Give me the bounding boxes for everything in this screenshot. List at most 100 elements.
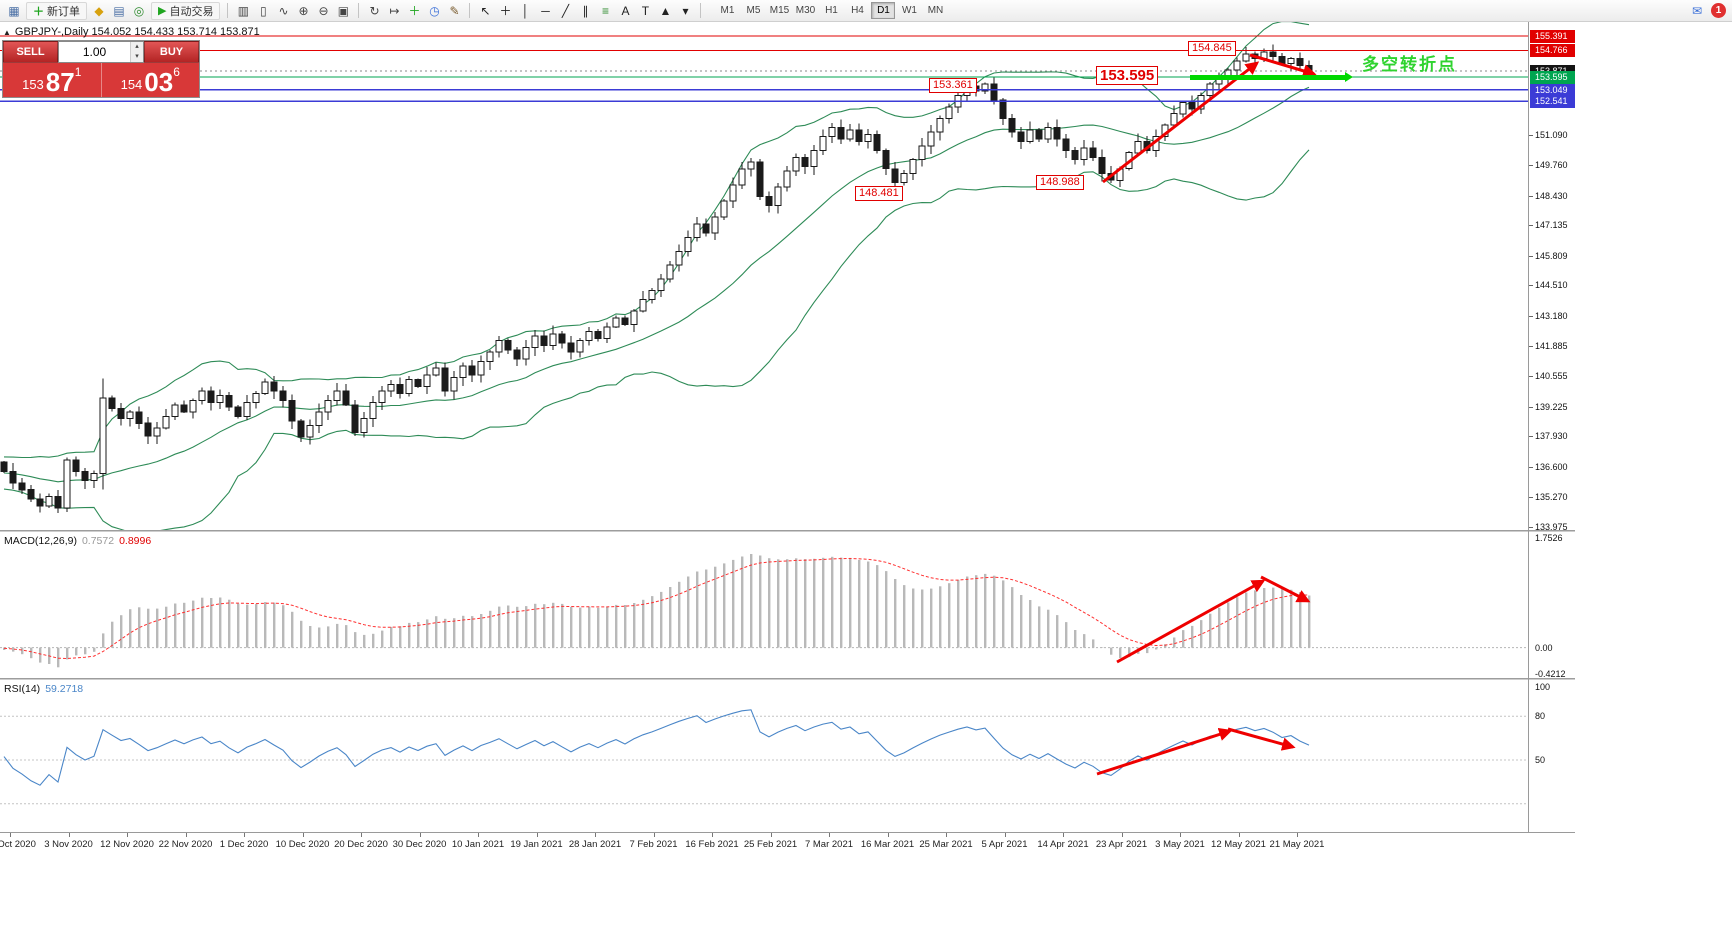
chart-window[interactable]: 151.090 149.760 148.430 147.135 145.809 144.5… — [0, 22, 1575, 858]
price-tick-label: 141.885 — [1535, 340, 1568, 351]
price-annotation-label[interactable]: 154.845 — [1188, 41, 1236, 56]
trendline-icon[interactable]: ╱ — [561, 3, 570, 18]
new-order-button[interactable]: ＋新订单 — [26, 1, 87, 20]
fibonacci-icon[interactable]: ≡ — [601, 3, 609, 18]
volume-increase-button[interactable]: ▴ — [131, 42, 143, 52]
price-annotation-label[interactable]: 148.481 — [855, 186, 903, 201]
shapes-icon[interactable]: ▲ — [659, 3, 672, 18]
market-watch-icon[interactable]: ◆ — [94, 3, 104, 18]
panel-divider[interactable] — [0, 678, 1575, 680]
horizontal-line-icon[interactable]: ─ — [541, 3, 550, 18]
bar-chart-mode-icon[interactable]: ▥ — [237, 3, 250, 18]
macd-main-value: 0.7572 — [81, 535, 115, 547]
timeframe-button-m1[interactable]: M1 — [720, 5, 735, 16]
tile-windows-icon[interactable]: ▣ — [337, 3, 350, 18]
trend-arrows-main[interactable] — [1102, 53, 1317, 184]
timeframe-button-mn[interactable]: MN — [927, 5, 944, 16]
symbol-ohlc-text: GBPJPY-,Daily 154.052 154.433 153.714 15… — [14, 26, 260, 38]
volume-input[interactable] — [59, 42, 130, 62]
date-axis-label: 10 Dec 2020 — [275, 839, 330, 850]
channel-icon[interactable]: ∥ — [582, 3, 589, 18]
zoom-out-icon[interactable]: ⊖ — [318, 3, 329, 18]
auto-trading-button[interactable]: ▶ 自动交易 — [151, 1, 221, 20]
chart-ohlc-header: ▲ GBPJPY-,Daily 154.052 154.433 153.714 … — [3, 26, 260, 38]
date-axis-label: 16 Mar 2021 — [860, 839, 915, 850]
price-tick-label: 137.930 — [1535, 431, 1568, 442]
date-axis-label: 7 Feb 2021 — [629, 839, 678, 850]
sell-price-sup: 1 — [74, 65, 82, 79]
macd-axis-label: 0.00 — [1535, 642, 1553, 653]
date-tick-mark — [1297, 833, 1298, 837]
toolbar-separator — [700, 3, 702, 18]
sell-price[interactable]: 153 87 1 — [3, 63, 101, 97]
timeframe-button-m15[interactable]: M15 — [769, 5, 790, 16]
buy-button[interactable]: BUY — [144, 41, 199, 63]
date-axis-label: 22 Nov 2020 — [158, 839, 213, 850]
navigator-icon[interactable]: ◎ — [133, 3, 145, 18]
price-annotation-label[interactable]: 153.361 — [929, 78, 977, 93]
date-tick-mark — [185, 833, 187, 837]
price-line-box: 152.541 — [1530, 95, 1575, 109]
vertical-line-icon[interactable]: │ — [521, 3, 530, 18]
indicators-icon[interactable]: ＋ — [408, 4, 421, 18]
crosshair-icon[interactable]: ＋ — [499, 4, 512, 18]
price-annotation-label[interactable]: 153.595 — [1096, 66, 1159, 85]
price-line-box: 153.049 — [1530, 83, 1575, 97]
periods-icon[interactable]: ◷ — [429, 3, 440, 18]
price-tick-mark — [1529, 436, 1533, 437]
date-tick-mark — [10, 833, 11, 837]
panel-divider[interactable] — [0, 530, 1575, 532]
volume-decrease-button[interactable]: ▾ — [131, 52, 143, 62]
date-tick-mark — [887, 833, 889, 837]
price-tick-label: 149.760 — [1535, 160, 1568, 171]
price-tick-mark — [1529, 527, 1533, 528]
buy-price[interactable]: 154 03 6 — [100, 63, 200, 97]
trend-arrows-rsi[interactable] — [1096, 727, 1296, 776]
timeframe-button-d1[interactable]: D1 — [871, 2, 896, 19]
date-tick-mark — [1121, 833, 1123, 837]
price-annotation-label[interactable]: 148.988 — [1036, 175, 1084, 190]
templates-icon[interactable]: ✎ — [449, 3, 460, 18]
shapes-dropdown-caret[interactable]: ▾ — [682, 3, 689, 18]
cursor-icon[interactable]: ↖ — [480, 3, 491, 18]
auto-scroll-icon[interactable]: ↻ — [369, 3, 380, 18]
trend-arrows-macd[interactable] — [1116, 575, 1311, 664]
price-line-box: 153.595 — [1530, 71, 1575, 85]
toolbar-right-group: ✉ 1 — [1687, 2, 1728, 20]
timeframe-button-w1[interactable]: W1 — [901, 5, 917, 16]
support-resistance-thick-line[interactable] — [1190, 72, 1353, 82]
macd-name: MACD(12,26,9) — [4, 535, 77, 547]
timeframe-button-m30[interactable]: M30 — [795, 5, 816, 16]
date-tick-mark — [653, 833, 655, 837]
macd-panel-chart[interactable] — [0, 532, 1528, 678]
chart-window-icon[interactable]: ▦ — [8, 3, 20, 18]
timeframe-toolbar: M1 M5 M15 M30 H1 H4 D1 W1 MN — [714, 2, 948, 19]
data-window-icon[interactable]: ▤ — [113, 3, 125, 18]
date-axis[interactable]: 25 Oct 2020 3 Nov 2020 12 Nov 2020 22 Nov 2… — [0, 832, 1575, 858]
timeframe-button-h1[interactable]: H1 — [825, 5, 838, 16]
timeframe-button-m5[interactable]: M5 — [746, 5, 761, 16]
turning-point-note[interactable]: 多空转折点 — [1362, 55, 1457, 74]
text-icon[interactable]: A — [621, 3, 630, 18]
line-chart-mode-icon[interactable]: ∿ — [278, 3, 289, 18]
main-price-chart[interactable] — [0, 22, 1528, 530]
new-order-button-icon: ＋ — [33, 5, 44, 18]
zoom-in-icon[interactable]: ⊕ — [298, 3, 309, 18]
text-label-icon[interactable]: T — [641, 3, 650, 18]
date-tick-mark — [1180, 833, 1181, 837]
rsi-panel-chart[interactable] — [0, 680, 1528, 832]
date-axis-label: 10 Jan 2021 — [451, 839, 505, 850]
chart-shift-icon[interactable]: ↦ — [389, 3, 400, 18]
macd-indicator-label: MACD(12,26,9) 0.7572 0.8996 — [4, 535, 151, 547]
macd-histogram — [3, 554, 1311, 668]
messages-icon[interactable]: ✉ — [1691, 3, 1703, 18]
price-scale[interactable]: 151.090 149.760 148.430 147.135 145.809 144.5… — [1528, 22, 1575, 832]
timeframe-button-h4[interactable]: H4 — [851, 5, 864, 16]
date-axis-label: 25 Feb 2021 — [743, 839, 798, 850]
notification-badge[interactable]: 1 — [1711, 3, 1726, 18]
date-tick-mark — [361, 833, 362, 837]
sell-button[interactable]: SELL — [3, 41, 58, 63]
one-click-collapse-toggle[interactable]: ▲ — [3, 27, 11, 37]
candlestick-mode-icon[interactable]: ▯ — [260, 3, 267, 18]
